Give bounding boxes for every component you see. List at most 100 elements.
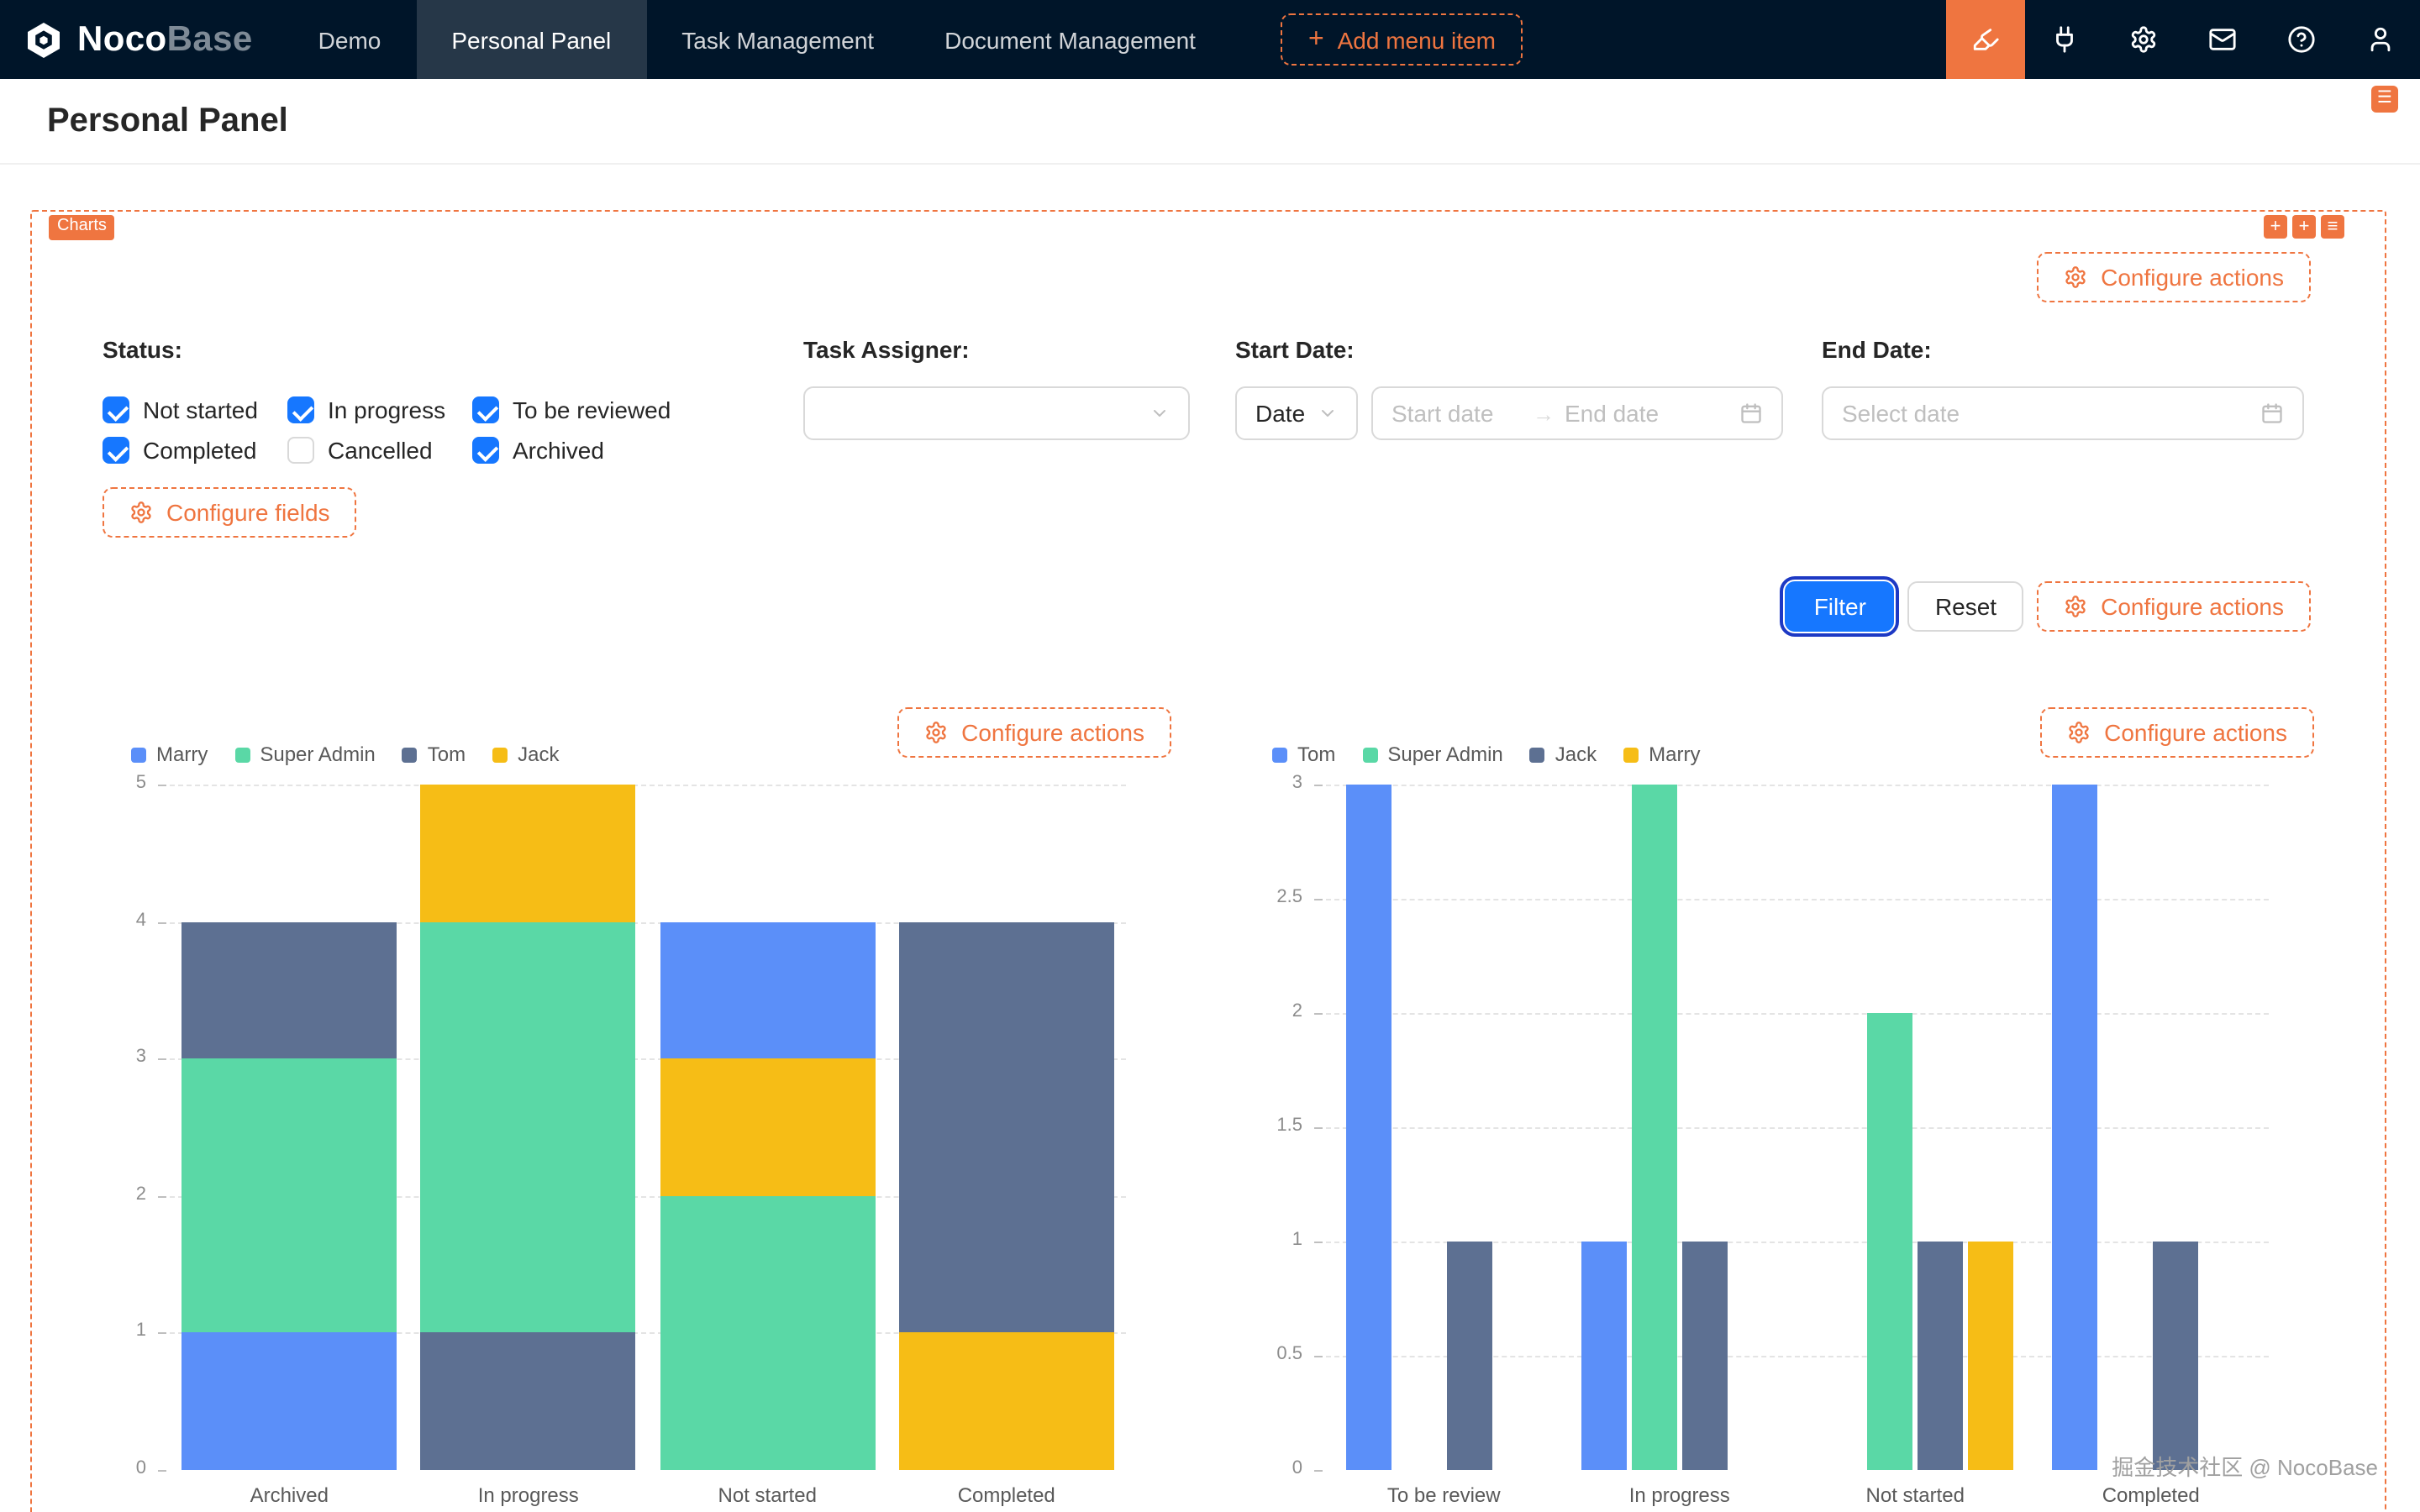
brand-name: NocoBase — [77, 19, 253, 58]
legend-swatch — [234, 747, 250, 762]
status-checkbox-completed[interactable]: Completed — [103, 437, 287, 464]
bar-segment-tom — [1581, 1242, 1627, 1470]
x-category-label: Completed — [2102, 1483, 2200, 1507]
bar-segment-marry — [1968, 1242, 2014, 1470]
y-tick-label: 1 — [135, 1320, 146, 1341]
plus-icon — [1308, 25, 1324, 54]
block-tag: Charts — [49, 215, 115, 240]
filter-button[interactable]: Filter — [1780, 576, 1900, 637]
status-checkbox-to-be-reviewed[interactable]: To be reviewed — [472, 396, 741, 423]
y-tick-mark — [1314, 1470, 1323, 1472]
end-date-placeholder: Select date — [1842, 400, 1960, 427]
chart-legend: Tom Super Admin Jack Marry — [1272, 743, 1701, 766]
watermark: 掘金技术社区 @ NocoBase — [2112, 1455, 2378, 1480]
legend-item-jack[interactable]: Jack — [1529, 743, 1597, 766]
x-category-label: Archived — [250, 1483, 329, 1507]
chart-legend: Marry Super Admin Tom Jack — [131, 743, 560, 766]
nav-item-demo[interactable]: Demo — [318, 26, 381, 53]
y-tick-label: 0.5 — [1276, 1344, 1302, 1364]
nocobase-logo[interactable]: NocoBase — [0, 0, 283, 79]
y-tick-mark — [1314, 1242, 1323, 1243]
y-tick-mark — [158, 1195, 166, 1198]
legend-label: Super Admin — [1387, 743, 1503, 766]
configure-actions-button-top[interactable]: Configure actions — [2037, 252, 2311, 302]
reset-button[interactable]: Reset — [1907, 581, 2024, 632]
nav-item-task-management[interactable]: Task Management — [681, 26, 875, 53]
bar-segment-super-admin — [1631, 785, 1677, 1470]
y-tick-mark — [158, 785, 166, 786]
y-tick-mark — [1314, 1127, 1323, 1129]
nav-item-personal-panel[interactable]: Personal Panel — [416, 0, 647, 79]
block-menu-icon[interactable] — [2321, 215, 2344, 239]
page-title: Personal Panel — [47, 102, 288, 139]
y-tick-label: 4 — [135, 910, 146, 931]
y-tick-mark — [1314, 1356, 1323, 1357]
checked-checkbox-icon — [103, 437, 129, 464]
page-header: Personal Panel — [0, 79, 2420, 165]
user-icon[interactable] — [2341, 0, 2420, 79]
bar-segment-super-admin — [660, 1195, 876, 1470]
bar-segment-marry — [182, 1332, 397, 1470]
legend-label: Tom — [1297, 743, 1336, 766]
y-tick-mark — [158, 1332, 166, 1335]
nav-menu: Demo Personal Panel Task Management Documen… — [283, 0, 1231, 79]
chevron-down-icon — [1318, 403, 1338, 423]
x-category-label: In progress — [477, 1483, 579, 1507]
status-checkbox-cancelled[interactable]: Cancelled — [287, 437, 472, 464]
status-filter-label: Status: — [103, 336, 182, 363]
legend-item-super-admin[interactable]: Super Admin — [234, 743, 376, 766]
charts-block: Charts Configure actions Status: Not sta… — [30, 210, 2386, 1512]
top-navbar: NocoBase Demo Personal Panel Task Manageme… — [0, 0, 2420, 79]
grid-line — [1326, 899, 2269, 900]
plugin-icon[interactable] — [2025, 0, 2104, 79]
legend-label: Super Admin — [260, 743, 376, 766]
legend-item-tom[interactable]: Tom — [1272, 743, 1335, 766]
legend-item-jack[interactable]: Jack — [492, 743, 560, 766]
x-category-label: In progress — [1628, 1483, 1730, 1507]
unchecked-checkbox-icon — [287, 437, 314, 464]
x-category-label: Not started — [1865, 1483, 1965, 1507]
nav-item-document-management[interactable]: Document Management — [944, 26, 1196, 53]
help-icon[interactable] — [2262, 0, 2341, 79]
y-tick-label: 1 — [1292, 1230, 1302, 1250]
legend-item-marry[interactable]: Marry — [131, 743, 208, 766]
bar-segment-jack — [2153, 1242, 2199, 1470]
date-mode-select[interactable]: Date — [1235, 386, 1358, 440]
legend-item-marry[interactable]: Marry — [1623, 743, 1701, 766]
navbar-icons — [1946, 0, 2420, 79]
range-start-input[interactable] — [1392, 400, 1523, 427]
status-checkbox-not-started[interactable]: Not started — [103, 396, 287, 423]
configure-actions-button-chart-right[interactable]: Configure actions — [2040, 707, 2314, 758]
configure-actions-button-chart-left[interactable]: Configure actions — [897, 707, 1171, 758]
y-tick-mark — [1314, 1013, 1323, 1015]
start-date-range-picker[interactable] — [1371, 386, 1783, 440]
legend-swatch — [1623, 747, 1639, 762]
ui-editor-highlighter-icon[interactable] — [1946, 0, 2025, 79]
legend-item-super-admin[interactable]: Super Admin — [1362, 743, 1503, 766]
block-drag-handle-icon[interactable] — [2371, 86, 2398, 113]
configure-actions-button-filter[interactable]: Configure actions — [2037, 581, 2311, 632]
range-end-input[interactable] — [1565, 400, 1686, 427]
bar-segment-tom — [1345, 785, 1392, 1470]
mail-icon[interactable] — [2183, 0, 2262, 79]
checkbox-label: In progress — [328, 396, 446, 423]
configure-fields-button[interactable]: Configure fields — [103, 487, 357, 538]
add-action-icon[interactable] — [2292, 215, 2316, 239]
settings-icon[interactable] — [2104, 0, 2183, 79]
task-assigner-select[interactable] — [803, 386, 1190, 440]
add-block-icon[interactable] — [2264, 215, 2287, 239]
end-date-picker[interactable]: Select date — [1822, 386, 2304, 440]
status-checkbox-archived[interactable]: Archived — [472, 437, 741, 464]
legend-item-tom[interactable]: Tom — [402, 743, 466, 766]
legend-swatch — [1362, 747, 1378, 762]
checkbox-label: Cancelled — [328, 437, 433, 464]
chart-plot: 0 1 2 3 4 5 Archived In progress Not started Comp… — [136, 773, 1126, 1507]
status-checkbox-in-progress[interactable]: In progress — [287, 396, 472, 423]
stacked-bar-chart: Configure actions Marry Super Admin Tom Jac… — [69, 699, 1212, 1512]
add-menu-item-button[interactable]: Add menu item — [1281, 13, 1523, 66]
y-tick-label: 2.5 — [1276, 887, 1302, 907]
grid-line — [1326, 785, 2269, 786]
y-tick-label: 5 — [135, 773, 146, 793]
y-tick-label: 2 — [1292, 1001, 1302, 1021]
